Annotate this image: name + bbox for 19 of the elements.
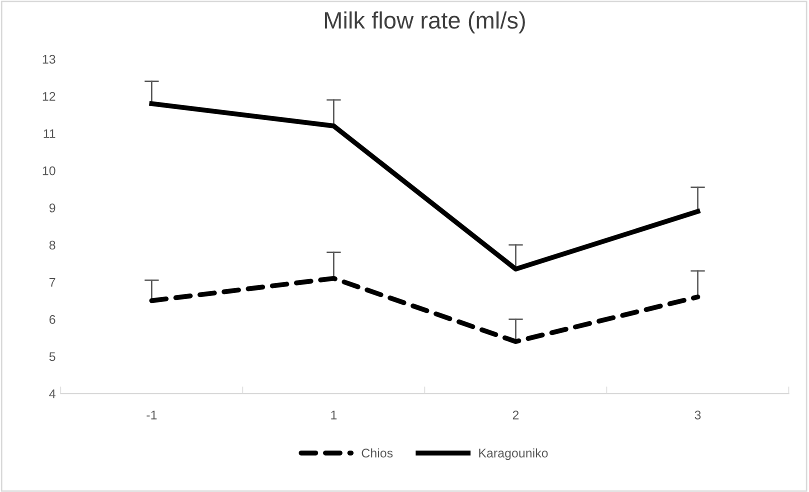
y-tick-label: 8 [49,240,56,250]
y-tick-label: 5 [49,352,56,362]
y-tick-label: 7 [50,278,56,287]
y-tick-label: 10 [42,166,56,176]
y-tick-label: 13 [42,54,56,64]
y-tick-label: 12 [42,92,56,101]
y-tick-label: 6 [49,315,56,324]
x-tick-label: 2 [512,410,519,420]
y-tick-label: 9 [49,204,56,212]
y-tick-label: 4 [49,390,56,398]
legend-label: Chios [362,448,393,458]
x-tick-label: 1 [331,410,337,420]
x-tick-label: 3 [694,410,701,420]
x-tick-label: -1 [146,410,157,420]
legend-label: Karagouniko [479,448,548,460]
y-tick-label: 11 [44,129,56,138]
line-series [149,101,700,272]
chart-title: Milk flow rate (ml/s) [325,11,525,34]
line-series [149,276,700,344]
